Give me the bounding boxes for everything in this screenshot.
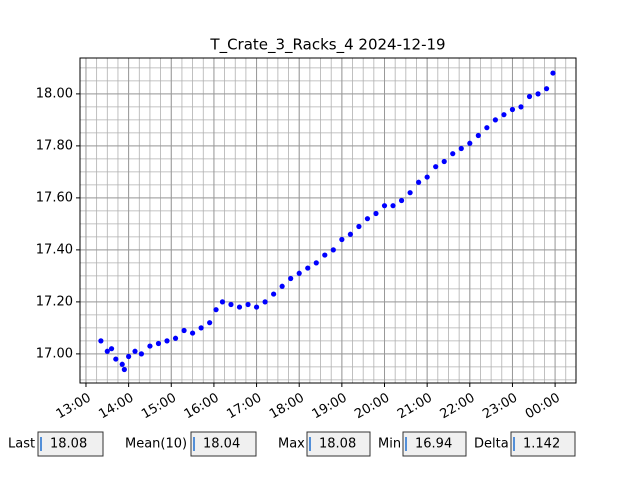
data-point [407,190,413,196]
data-point [509,106,516,113]
data-point [433,164,439,170]
data-point [390,203,396,209]
data-point [164,338,170,344]
chart-title: T_Crate_3_Racks_4 2024-12-19 [209,36,445,55]
data-point [253,304,260,310]
data-point [213,307,219,313]
data-point [119,361,125,367]
field-box [37,431,104,457]
field-label: Mean(10) [125,437,187,452]
data-point [155,340,162,347]
data-point [526,93,533,100]
data-point [364,216,371,222]
data-point [288,275,294,282]
data-point [279,283,285,289]
data-point [198,325,204,331]
data-point [126,353,132,360]
y-tick-label: 17.00 [36,346,73,361]
data-point [398,197,405,204]
field-label: Min [378,437,401,452]
field-box [402,431,467,457]
data-point [181,327,187,334]
data-point [296,270,302,276]
data-point [113,356,119,362]
data-point [381,203,388,209]
data-point [550,70,556,76]
data-point [108,346,115,352]
field-value: 1.142 [523,437,560,452]
data-point [373,210,379,217]
field-label: Delta [474,437,509,452]
y-tick-label: 17.20 [36,294,73,309]
data-point [492,117,498,123]
data-point [121,366,127,373]
data-point [450,151,456,157]
data-point [219,299,226,305]
data-point [441,158,447,165]
data-point [347,231,353,237]
field-label: Max [278,437,305,452]
data-point [475,132,481,139]
field-label: Last [8,437,35,452]
data-point [339,236,345,243]
plot-frame [79,57,577,384]
data-point [189,330,196,336]
field-value: 18.08 [50,437,87,452]
data-point [98,338,104,344]
data-point [501,112,507,118]
data-point [543,86,550,92]
data-point [518,104,524,110]
y-tick-label: 18.00 [36,86,73,101]
y-tick-label: 17.40 [36,242,73,257]
field-box [190,431,257,457]
data-point [467,140,473,146]
field-value: 18.08 [319,437,356,452]
data-point [172,335,179,341]
data-point [458,145,464,152]
data-point [484,125,490,131]
data-point [104,348,110,354]
data-point [330,247,336,253]
data-point [416,179,422,185]
field-value: 16.94 [415,437,452,452]
data-point [138,351,145,357]
data-point [236,304,243,310]
y-tick-label: 17.80 [36,138,73,153]
data-point [305,265,311,271]
data-point [271,291,277,297]
data-point [132,348,138,354]
data-point [424,174,430,180]
data-point [322,252,328,258]
data-point [535,91,541,97]
data-point [262,299,268,305]
data-point [356,223,362,230]
field-box [306,431,371,457]
data-point [147,343,153,349]
data-point [245,301,251,308]
data-point [207,320,213,326]
data-point [313,260,319,266]
y-tick-label: 17.60 [36,190,73,205]
field-box [510,431,576,457]
field-value: 18.04 [203,437,240,452]
data-point [228,301,234,308]
